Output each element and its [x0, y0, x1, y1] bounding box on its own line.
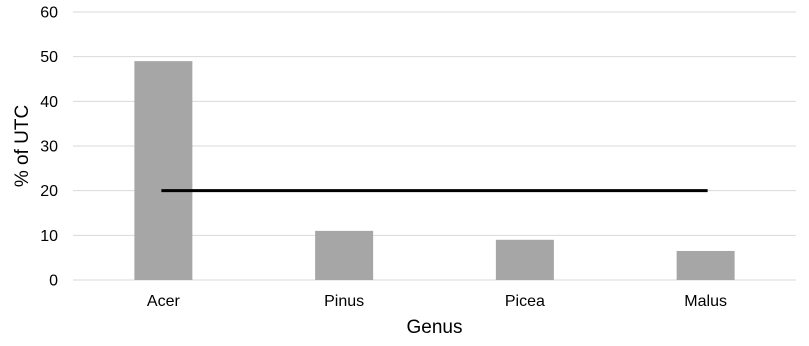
x-tick-label: Malus [684, 293, 727, 310]
y-tick-label: 50 [40, 49, 58, 66]
x-tick-label: Picea [505, 293, 545, 310]
x-axis-ticks: Acer Pinus Picea Malus [147, 293, 727, 310]
bars [134, 61, 735, 281]
y-tick-label: 10 [40, 228, 58, 245]
y-axis-ticks: 0 10 20 30 40 50 60 [40, 5, 58, 290]
y-tick-label: 60 [40, 5, 58, 22]
y-tick-label: 40 [40, 94, 58, 111]
bar-pinus [315, 230, 374, 280]
y-axis-title: % of UTC [12, 105, 33, 187]
bar-acer [134, 61, 193, 281]
x-tick-label: Acer [147, 293, 181, 310]
y-tick-label: 20 [40, 183, 58, 200]
bar-malus [676, 250, 735, 280]
bar-picea [495, 239, 554, 280]
x-axis-title: Genus [407, 317, 463, 338]
y-tick-label: 0 [49, 273, 58, 290]
y-tick-label: 30 [40, 139, 58, 156]
x-tick-label: Pinus [324, 293, 364, 310]
